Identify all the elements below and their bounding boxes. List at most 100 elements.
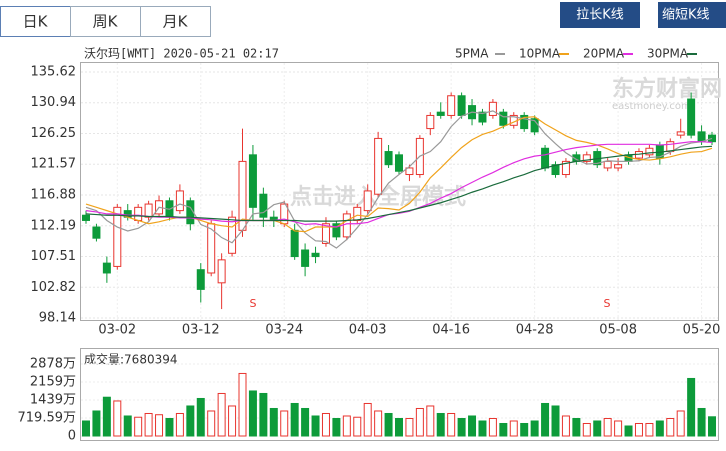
candle-body (82, 214, 90, 221)
volume-bar (603, 417, 612, 437)
volume-bar (478, 420, 487, 437)
x-tick-label: 04-16 (432, 323, 470, 338)
candle-body (447, 95, 456, 116)
candle-body (353, 206, 362, 221)
y-tick-label: 116.88 (31, 188, 77, 203)
volume-bar (82, 420, 90, 437)
volume-bar (697, 407, 706, 437)
candle-body (676, 131, 685, 136)
volume-bar (561, 415, 570, 437)
candle-body (488, 101, 497, 116)
candle-body (582, 154, 591, 162)
volume-bar (217, 392, 226, 437)
volume-bar (290, 402, 299, 437)
volume-bar (259, 392, 268, 437)
volume-bar (405, 417, 414, 437)
volume-bar (634, 422, 643, 437)
volume-bar (238, 372, 247, 437)
volume-bar (655, 420, 664, 437)
candle-body (561, 160, 570, 176)
volume-bar (175, 412, 184, 437)
volume-bar (468, 415, 477, 437)
price-frame (80, 62, 719, 321)
candle-body (290, 229, 299, 258)
volume-bar (123, 415, 132, 437)
candle-body (499, 111, 508, 126)
volume-bar (144, 412, 153, 437)
button-label[interactable]: 缩短K线 (662, 7, 710, 23)
volume-bar (311, 415, 320, 437)
volume-bar (155, 414, 164, 437)
volume-bar (582, 422, 591, 437)
candle-body (248, 154, 257, 208)
volume-bar (280, 410, 289, 437)
candle-body (332, 223, 341, 238)
tab[interactable]: 周K (93, 13, 119, 31)
volume-bar (488, 417, 497, 437)
candle-body (363, 190, 372, 212)
y-tick-label: 102.82 (31, 280, 77, 295)
legend-label: 30PMA (647, 47, 689, 61)
y-tick-label: 107.51 (31, 249, 77, 264)
volume-bar (186, 405, 195, 437)
volume-bar (248, 390, 257, 437)
volume-bar (509, 420, 518, 437)
candle-body (113, 206, 122, 267)
candle-body (342, 213, 351, 238)
volume-bar (666, 417, 675, 437)
y-tick-label: 1439万 (30, 393, 76, 408)
candle-body (384, 151, 393, 166)
volume-bar (353, 416, 362, 437)
watermark: 东方财富网 (612, 76, 722, 102)
y-tick-label: 2159万 (30, 374, 76, 389)
candle-body (134, 206, 143, 221)
volume-bar (228, 405, 237, 437)
volume-bar (457, 417, 466, 437)
candle-body (321, 223, 330, 244)
volume-bar (92, 410, 101, 437)
volume-bar (269, 407, 278, 437)
volume-bar (593, 420, 602, 437)
y-tick-label: 121.57 (31, 157, 77, 172)
candle-body (259, 193, 268, 218)
volume-bar (415, 407, 424, 437)
tab-active[interactable] (0, 6, 71, 37)
candle-body (478, 111, 487, 123)
y-tick-label: 2878万 (30, 357, 76, 372)
chart-title: 沃尔玛[WMT] 2020-05-21 02:17 (84, 46, 279, 61)
candle-body (301, 249, 310, 267)
candle-body (217, 259, 226, 284)
candle-body (405, 167, 414, 176)
legend-label: 5PMA (455, 47, 489, 61)
volume-bar (645, 422, 654, 437)
tab[interactable]: 月K (163, 13, 189, 31)
button[interactable] (658, 2, 726, 28)
candle-body (92, 226, 101, 239)
tab[interactable]: 日K (23, 13, 49, 31)
candle-body (175, 190, 184, 212)
candle-body (457, 95, 466, 116)
candle-body (426, 114, 435, 130)
x-tick-label: 05-20 (683, 323, 721, 338)
volume-bar (447, 412, 456, 437)
candle-body (520, 114, 529, 130)
annotation: S (250, 297, 257, 310)
volume-bar (426, 405, 435, 437)
x-tick-label: 04-03 (349, 323, 387, 338)
volume-bar (113, 400, 122, 437)
ma-line (85, 141, 713, 228)
volume-bar (134, 416, 143, 437)
volume-bar (436, 412, 445, 437)
volume-bar (384, 412, 393, 437)
candle-body (551, 164, 560, 176)
ma-line (85, 145, 713, 222)
volume-bar (395, 417, 403, 437)
y-tick-label: 98.14 (39, 311, 76, 326)
watermark: eastmoney.com (612, 101, 691, 112)
button-label[interactable]: 拉长K线 (576, 8, 624, 23)
volume-bar (676, 410, 685, 437)
annotation: S (604, 297, 611, 310)
button[interactable] (560, 2, 640, 28)
